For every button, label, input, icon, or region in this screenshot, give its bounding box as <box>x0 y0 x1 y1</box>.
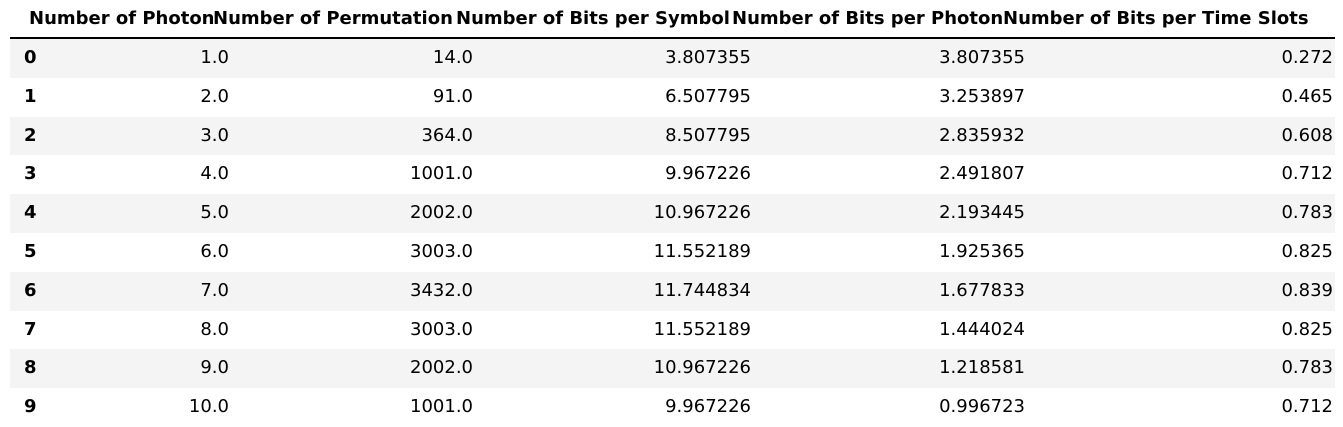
bits-per-time-slots-cell: 0.783 <box>1281 357 1333 379</box>
bits-per-symbol-cell: 8.507795 <box>665 124 751 146</box>
bits-per-symbol-cell: 10.967226 <box>653 357 751 379</box>
photon-cell: 2.0 <box>200 85 229 107</box>
bits-per-symbol-cell: 11.552189 <box>653 240 751 262</box>
bits-per-photon-cell: 2.491807 <box>939 163 1025 185</box>
row-index: 9 <box>24 396 37 418</box>
table-row: 3 4.0 1001.0 9.967226 2.491807 0.712 <box>10 155 1335 195</box>
row-index: 6 <box>24 279 37 301</box>
bits-per-symbol-cell: 11.552189 <box>653 318 751 340</box>
bits-per-symbol-cell: 9.967226 <box>665 163 751 185</box>
bits-per-photon-cell: 2.835932 <box>939 124 1025 146</box>
permutation-cell: 364.0 <box>421 124 473 146</box>
photon-cell: 4.0 <box>200 163 229 185</box>
header-number-of-photon: Number of Photon <box>29 8 215 29</box>
table-row: 2 3.0 364.0 8.507795 2.835932 0.608 <box>10 116 1335 156</box>
permutation-cell: 3003.0 <box>410 240 473 262</box>
permutation-cell: 1001.0 <box>410 396 473 418</box>
permutation-cell: 3003.0 <box>410 318 473 340</box>
photon-cell: 9.0 <box>200 357 229 379</box>
permutation-cell: 2002.0 <box>410 202 473 224</box>
bits-per-photon-cell: 1.444024 <box>939 318 1025 340</box>
bits-per-symbol-cell: 9.967226 <box>665 396 751 418</box>
row-index: 0 <box>24 47 37 68</box>
row-index: 4 <box>24 202 37 224</box>
bits-per-time-slots-cell: 0.783 <box>1281 202 1333 224</box>
header-number-of-bits-per-photon: Number of Bits per Photon <box>732 8 1004 29</box>
row-index: 8 <box>24 357 37 379</box>
bits-per-time-slots-cell: 0.839 <box>1281 279 1333 301</box>
permutation-cell: 1001.0 <box>410 163 473 185</box>
bits-per-time-slots-cell: 0.825 <box>1281 240 1333 262</box>
photon-cell: 7.0 <box>200 279 229 301</box>
bits-per-symbol-cell: 11.744834 <box>653 279 751 301</box>
photon-cell: 6.0 <box>200 240 229 262</box>
permutation-cell: 2002.0 <box>410 357 473 379</box>
bits-per-photon-cell: 1.218581 <box>939 357 1025 379</box>
bits-per-time-slots-cell: 0.272 <box>1281 47 1333 68</box>
bits-per-symbol-cell: 10.967226 <box>653 202 751 224</box>
row-index: 5 <box>24 240 37 262</box>
table-row: 6 7.0 3432.0 11.744834 1.677833 0.839 <box>10 271 1335 311</box>
photon-cell: 10.0 <box>188 396 229 418</box>
photon-cell: 5.0 <box>200 202 229 224</box>
permutation-cell: 91.0 <box>432 85 473 107</box>
bits-per-photon-cell: 3.807355 <box>939 47 1025 68</box>
bits-per-photon-cell: 1.677833 <box>939 279 1025 301</box>
row-index: 7 <box>24 318 37 340</box>
table-row: 0 1.0 14.0 3.807355 3.807355 0.272 <box>10 39 1335 78</box>
bits-per-photon-cell: 0.996723 <box>939 396 1025 418</box>
bits-per-time-slots-cell: 0.712 <box>1281 163 1333 185</box>
table-row: 4 5.0 2002.0 10.967226 2.193445 0.783 <box>10 194 1335 233</box>
table-row: 5 6.0 3003.0 11.552189 1.925365 0.825 <box>10 232 1335 272</box>
photon-cell: 3.0 <box>200 124 229 146</box>
header-number-of-bits-per-symbol: Number of Bits per Symbol <box>456 8 730 29</box>
data-table: Number of Photon Number of Permutation N… <box>10 0 1335 427</box>
header-number-of-permutation: Number of Permutation <box>213 8 453 29</box>
header-number-of-bits-per-time-slots: Number of Bits per Time Slots <box>1003 8 1309 29</box>
photon-cell: 1.0 <box>200 47 229 68</box>
row-index: 2 <box>24 124 37 146</box>
bits-per-photon-cell: 1.925365 <box>939 240 1025 262</box>
row-index: 1 <box>24 85 37 107</box>
table-row: 9 10.0 1001.0 9.967226 0.996723 0.712 <box>10 388 1335 427</box>
bits-per-photon-cell: 3.253897 <box>939 85 1025 107</box>
bits-per-time-slots-cell: 0.712 <box>1281 396 1333 418</box>
table-row: 7 8.0 3003.0 11.552189 1.444024 0.825 <box>10 310 1335 350</box>
bits-per-time-slots-cell: 0.608 <box>1281 124 1333 146</box>
bits-per-time-slots-cell: 0.465 <box>1281 85 1333 107</box>
table-body: 0 1.0 14.0 3.807355 3.807355 0.272 1 2.0 91.0 6.5… <box>10 39 1335 427</box>
permutation-cell: 14.0 <box>432 47 473 68</box>
table-header: Number of Photon Number of Permutation N… <box>10 0 1335 39</box>
permutation-cell: 3432.0 <box>410 279 473 301</box>
photon-cell: 8.0 <box>200 318 229 340</box>
bits-per-photon-cell: 2.193445 <box>939 202 1025 224</box>
bits-per-symbol-cell: 6.507795 <box>665 85 751 107</box>
bits-per-symbol-cell: 3.807355 <box>665 47 751 68</box>
table-row: 8 9.0 2002.0 10.967226 1.218581 0.783 <box>10 349 1335 389</box>
table-row: 1 2.0 91.0 6.507795 3.253897 0.465 <box>10 77 1335 117</box>
bits-per-time-slots-cell: 0.825 <box>1281 318 1333 340</box>
row-index: 3 <box>24 163 37 185</box>
